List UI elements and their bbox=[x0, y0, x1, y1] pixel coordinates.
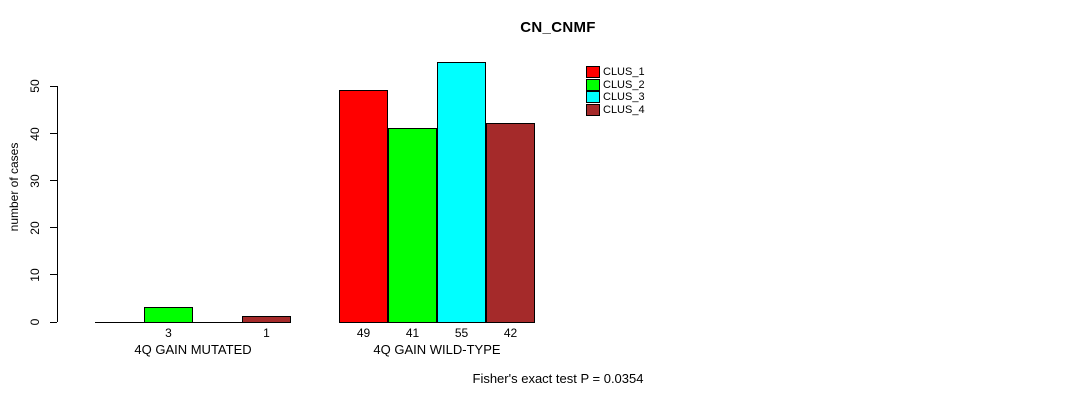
bar-value-label: 41 bbox=[405, 326, 420, 340]
y-axis-tick bbox=[50, 321, 57, 323]
bar-clus_1-2 bbox=[339, 90, 388, 323]
legend-label: CLUS_1 bbox=[603, 66, 645, 78]
y-axis-tick-label: 50 bbox=[28, 79, 42, 94]
y-axis-tick bbox=[50, 133, 57, 135]
y-axis-tick-label: 10 bbox=[28, 268, 42, 282]
legend-label: CLUS_2 bbox=[603, 79, 645, 91]
bar-value-label: 55 bbox=[454, 326, 469, 340]
y-axis-tick-label: 30 bbox=[28, 173, 42, 188]
legend-swatch-icon bbox=[586, 79, 600, 91]
bar-clus_4-1 bbox=[242, 316, 291, 323]
category-label: 4Q GAIN WILD-TYPE bbox=[373, 342, 501, 357]
legend: CLUS_1 CLUS_2 CLUS_3 CLUS_4 bbox=[586, 66, 696, 118]
bar-value-label: 3 bbox=[165, 326, 172, 340]
bar-clus_4-2 bbox=[486, 123, 535, 323]
y-axis-tick bbox=[50, 180, 57, 182]
bar-value-label: 42 bbox=[503, 326, 518, 340]
category-label: 4Q GAIN MUTATED bbox=[134, 342, 252, 357]
y-axis-tick bbox=[50, 227, 57, 229]
y-axis-tick bbox=[50, 274, 57, 276]
y-axis-tick-label: 0 bbox=[28, 318, 42, 326]
legend-label: CLUS_3 bbox=[603, 91, 645, 103]
legend-swatch-icon bbox=[586, 104, 600, 116]
bar-clus_2-1 bbox=[144, 307, 193, 323]
y-axis-title: number of cases bbox=[7, 142, 21, 232]
legend-swatch-icon bbox=[586, 66, 600, 78]
y-axis-tick-label: 40 bbox=[28, 126, 42, 141]
y-axis-line bbox=[57, 86, 58, 322]
bar-value-label: 1 bbox=[263, 326, 270, 340]
fisher-test-annotation: Fisher's exact test P = 0.0354 bbox=[472, 371, 644, 386]
legend-label: CLUS_4 bbox=[603, 104, 645, 116]
bar-clus_3-2 bbox=[437, 62, 486, 323]
chart-title: CN_CNMF bbox=[520, 19, 596, 36]
group-baseline bbox=[95, 322, 291, 323]
bar-value-label: 49 bbox=[356, 326, 371, 340]
y-axis-tick bbox=[50, 85, 57, 87]
y-axis-tick-label: 20 bbox=[28, 221, 42, 235]
legend-swatch-icon bbox=[586, 91, 600, 103]
bar-clus_2-2 bbox=[388, 128, 437, 323]
